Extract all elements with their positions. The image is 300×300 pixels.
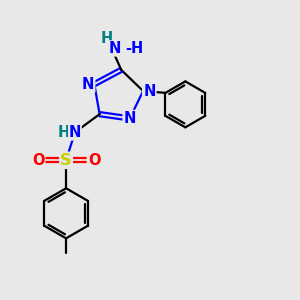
Text: O: O bbox=[88, 153, 100, 168]
Text: -H: -H bbox=[125, 41, 143, 56]
Text: H: H bbox=[100, 32, 112, 46]
Text: N: N bbox=[82, 77, 94, 92]
Text: N: N bbox=[143, 83, 155, 98]
Text: N: N bbox=[69, 125, 81, 140]
Text: H: H bbox=[58, 125, 70, 140]
Text: N: N bbox=[124, 111, 136, 126]
Text: S: S bbox=[60, 153, 72, 168]
Text: O: O bbox=[32, 153, 44, 168]
Text: N: N bbox=[109, 41, 121, 56]
